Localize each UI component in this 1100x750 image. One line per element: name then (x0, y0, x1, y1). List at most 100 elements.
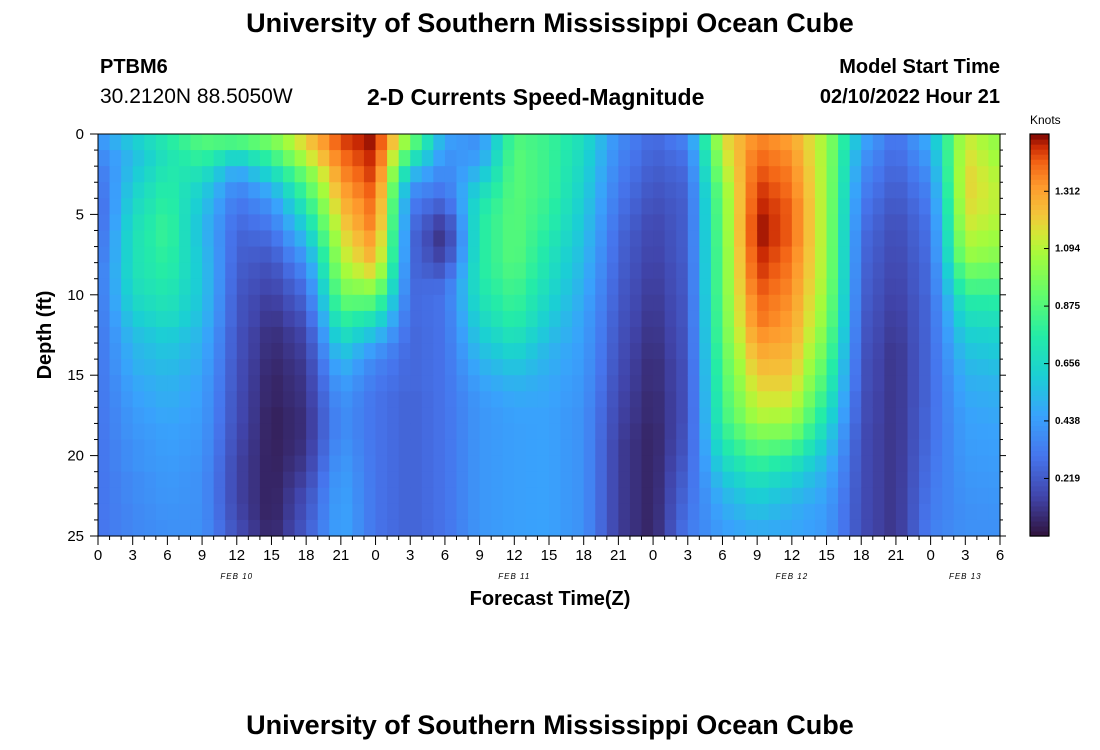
heatmap-cell (340, 262, 354, 280)
heatmap-cell (167, 439, 180, 457)
heatmap-cell (491, 182, 504, 199)
heatmap-cell (919, 423, 932, 441)
heatmap-cell (340, 391, 354, 408)
heatmap-cell (155, 359, 168, 376)
heatmap-cell (225, 134, 238, 151)
heatmap-cell (791, 519, 805, 537)
heatmap-cell (687, 407, 700, 425)
heatmap-cell (202, 214, 215, 232)
heatmap-cell (178, 423, 192, 441)
heatmap-cell (294, 214, 307, 232)
heatmap-cell (664, 182, 677, 199)
heatmap-cell (387, 198, 400, 215)
heatmap-cell (491, 214, 504, 232)
heatmap-cell (757, 214, 770, 232)
heatmap-cell (109, 343, 122, 360)
heatmap-cell (595, 166, 608, 183)
heatmap-cell (653, 150, 666, 167)
heatmap-cell (676, 359, 689, 376)
heatmap-cell (629, 343, 643, 360)
heatmap-cell (502, 198, 515, 215)
heatmap-cell (653, 182, 666, 199)
heatmap-cell (722, 439, 735, 457)
heatmap-cell (178, 343, 192, 360)
heatmap-cell (676, 455, 689, 473)
chart-subtitle: 2-D Currents Speed-Magnitude (367, 84, 705, 110)
heatmap-cell (606, 166, 619, 183)
heatmap-cell (745, 262, 758, 280)
heatmap-cell (791, 246, 805, 264)
heatmap-cell (687, 391, 700, 408)
heatmap-cell (618, 326, 631, 344)
colorbar-segment (1030, 259, 1049, 266)
heatmap-cell (306, 423, 319, 441)
heatmap-cell (190, 487, 203, 505)
heatmap-cell (734, 278, 747, 296)
heatmap-cell (653, 294, 666, 312)
heatmap-cell (618, 278, 631, 296)
heatmap-cell (121, 246, 134, 264)
heatmap-cell (433, 262, 446, 280)
heatmap-cell (849, 343, 862, 360)
heatmap-cell (687, 471, 700, 489)
heatmap-cell (375, 455, 388, 473)
x-tick-label: 3 (961, 547, 969, 564)
heatmap-cell (572, 439, 585, 457)
heatmap-cell (433, 391, 446, 408)
heatmap-cell (236, 343, 249, 360)
heatmap-cell (144, 150, 157, 167)
heatmap-cell (502, 246, 515, 264)
heatmap-cell (919, 343, 932, 360)
heatmap-cell (271, 391, 284, 408)
heatmap-cell (259, 343, 273, 360)
heatmap-cell (549, 166, 562, 183)
heatmap-cell (560, 166, 573, 183)
heatmap-cell (653, 359, 666, 376)
heatmap-cell (98, 487, 111, 505)
heatmap-cell (329, 166, 342, 183)
heatmap-cell (560, 150, 573, 167)
heatmap-cell (479, 407, 492, 425)
heatmap-cell (895, 310, 909, 328)
heatmap-cell (814, 326, 828, 344)
heatmap-cell (768, 246, 781, 264)
x-tick-label: 18 (575, 547, 592, 564)
heatmap-cell (745, 359, 758, 376)
heatmap-cells (98, 134, 1001, 537)
heatmap-cell (271, 439, 284, 457)
heatmap-cell (676, 407, 689, 425)
station-coordinates: 30.2120N 88.5050W (100, 85, 293, 108)
x-tick-label: 21 (610, 547, 627, 564)
heatmap-cell (167, 262, 180, 280)
heatmap-cell (791, 326, 805, 344)
heatmap-cell (178, 455, 192, 473)
heatmap-cell (294, 262, 307, 280)
heatmap-cell (456, 439, 469, 457)
heatmap-cell (167, 278, 180, 296)
heatmap-cell (259, 262, 273, 280)
heatmap-cell (699, 439, 712, 457)
heatmap-cell (872, 182, 885, 199)
heatmap-cell (236, 503, 249, 521)
heatmap-cell (121, 407, 134, 425)
heatmap-cell (491, 423, 504, 441)
heatmap-cell (132, 375, 145, 392)
heatmap-cell (109, 278, 122, 296)
heatmap-cell (294, 134, 307, 151)
heatmap-cell (259, 214, 273, 232)
heatmap-cell (572, 487, 585, 505)
heatmap-cell (387, 310, 400, 328)
heatmap-cell (664, 166, 677, 183)
heatmap-cell (410, 198, 423, 215)
heatmap-cell (271, 150, 284, 167)
heatmap-cell (618, 310, 631, 328)
heatmap-cell (560, 326, 573, 344)
heatmap-cell (872, 503, 885, 521)
heatmap-cell (803, 198, 816, 215)
heatmap-cell (907, 359, 920, 376)
heatmap-cell (664, 278, 677, 296)
heatmap-cell (456, 198, 469, 215)
heatmap-cell (225, 166, 238, 183)
heatmap-cell (572, 326, 585, 344)
heatmap-cell (942, 519, 955, 537)
